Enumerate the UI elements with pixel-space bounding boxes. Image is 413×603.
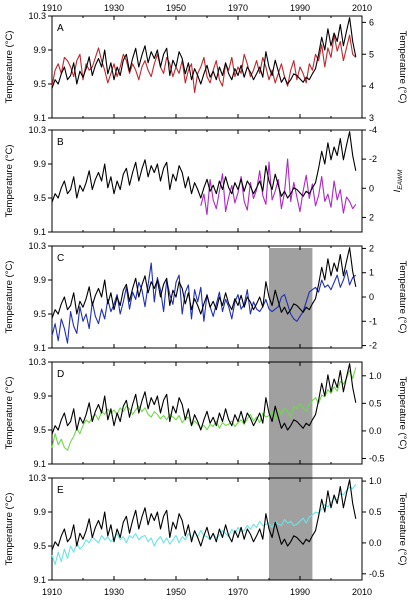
left-tick-label: 9.9 bbox=[33, 391, 46, 401]
x-axis-layer: 1910 1910 1930 1930 1950 1950 1970 1970 1990 1990… bbox=[42, 3, 372, 597]
series-line-temperature bbox=[51, 247, 357, 319]
right-axis-label: Temperature (°C) bbox=[397, 31, 408, 104]
series-line-colored bbox=[51, 34, 357, 94]
right-tick-label: 6 bbox=[369, 17, 374, 27]
right-tick-label: 2 bbox=[369, 212, 374, 222]
panel-letter: E bbox=[57, 485, 64, 496]
shaded-span bbox=[269, 248, 313, 580]
left-tick-label: 9.5 bbox=[33, 193, 46, 203]
right-tick-label: 0.5 bbox=[369, 507, 382, 517]
left-tick-label: 9.9 bbox=[33, 507, 46, 517]
x-tick-label-top: 1990 bbox=[290, 3, 310, 13]
right-tick-label: -0.5 bbox=[369, 569, 385, 579]
panel-b: 10.3 9.9 9.5 9.1 Temperature (°C) -4 -2 0 2 IEAWM… bbox=[4, 125, 404, 237]
x-tick-label-bottom: 1970 bbox=[228, 587, 248, 597]
left-axis-label: Temperature (°C) bbox=[4, 493, 15, 566]
x-tick-label-bottom: 1930 bbox=[104, 587, 124, 597]
shaded-span-layer bbox=[269, 248, 313, 580]
right-tick-label: 4 bbox=[369, 81, 374, 91]
x-tick-label-bottom: 1990 bbox=[290, 587, 310, 597]
x-tick-label-bottom: 2010 bbox=[352, 587, 372, 597]
right-axis-label: Temperature (°C) bbox=[397, 493, 408, 566]
right-axis-label: Temperature (°C) bbox=[397, 261, 408, 334]
left-tick-label: 10.3 bbox=[28, 125, 46, 135]
right-axis-label-main: I bbox=[392, 189, 403, 192]
right-tick-label: 0 bbox=[369, 183, 374, 193]
series-line-colored bbox=[51, 367, 357, 451]
right-tick-label: 1 bbox=[369, 268, 374, 278]
x-tick-label-top: 1970 bbox=[228, 3, 248, 13]
panel-a: 10.3 9.9 9.5 9.1 Temperature (°C) 6 5 4 3 Tempera… bbox=[4, 11, 408, 123]
right-tick-label: -0.5 bbox=[369, 453, 385, 463]
panel-letter: A bbox=[57, 23, 64, 34]
left-tick-label: 9.9 bbox=[33, 159, 46, 169]
left-tick-label: 9.1 bbox=[33, 575, 46, 585]
x-tick-label-bottom: 1910 bbox=[42, 587, 62, 597]
series-line-temperature bbox=[51, 363, 357, 435]
left-axis-label: Temperature (°C) bbox=[4, 145, 15, 218]
left-axis-label: Temperature (°C) bbox=[4, 261, 15, 334]
left-axis-label: Temperature (°C) bbox=[4, 377, 15, 450]
panel-letter: C bbox=[57, 253, 64, 264]
left-axis-label: Temperature (°C) bbox=[4, 31, 15, 104]
left-tick-label: 9.1 bbox=[33, 113, 46, 123]
series-line-temperature bbox=[51, 17, 357, 89]
panels-layer: 10.3 9.9 9.5 9.1 Temperature (°C) 6 5 4 3 Tempera… bbox=[4, 11, 408, 585]
right-tick-label: -4 bbox=[369, 125, 377, 135]
left-tick-label: 9.9 bbox=[33, 45, 46, 55]
series-line-colored bbox=[51, 262, 357, 344]
left-tick-label: 9.1 bbox=[33, 459, 46, 469]
right-axis-label: IEAWM bbox=[392, 169, 404, 192]
right-tick-label: -1 bbox=[369, 316, 377, 326]
right-tick-label: 2 bbox=[369, 243, 374, 253]
right-tick-label: 3 bbox=[369, 113, 374, 123]
panel-letter: D bbox=[57, 369, 64, 380]
left-tick-label: 9.1 bbox=[33, 343, 46, 353]
left-tick-label: 10.3 bbox=[28, 357, 46, 367]
right-tick-label: 1.0 bbox=[369, 371, 382, 381]
left-tick-label: 9.5 bbox=[33, 79, 46, 89]
series-line-colored bbox=[200, 158, 357, 216]
right-tick-label: 0.5 bbox=[369, 398, 382, 408]
left-tick-label: 9.1 bbox=[33, 227, 46, 237]
right-tick-label: 0.0 bbox=[369, 426, 382, 436]
right-tick-label: -2 bbox=[369, 154, 377, 164]
series-line-temperature bbox=[51, 479, 357, 551]
panel-d: 10.3 9.9 9.5 9.1 Temperature (°C) 1.0 0.5 0.0 -0… bbox=[4, 357, 408, 469]
panel-letter: B bbox=[57, 137, 64, 148]
x-tick-label-top: 2010 bbox=[352, 3, 372, 13]
left-tick-label: 9.9 bbox=[33, 275, 46, 285]
x-tick-label-bottom: 1950 bbox=[166, 587, 186, 597]
right-tick-label: 1.0 bbox=[369, 476, 382, 486]
series-line-temperature bbox=[51, 131, 357, 203]
right-tick-label: 0.0 bbox=[369, 538, 382, 548]
left-tick-label: 9.5 bbox=[33, 309, 46, 319]
left-tick-label: 9.5 bbox=[33, 541, 46, 551]
right-axis-label: Temperature (°C) bbox=[397, 377, 408, 450]
panel-e: 10.3 9.9 9.5 9.1 Temperature (°C) 1.0 0.5 0.0 -0… bbox=[4, 473, 408, 585]
right-tick-label: -2 bbox=[369, 341, 377, 351]
right-tick-label: 0 bbox=[369, 292, 374, 302]
left-tick-label: 10.3 bbox=[28, 241, 46, 251]
right-tick-label: 5 bbox=[369, 49, 374, 59]
left-tick-label: 9.5 bbox=[33, 425, 46, 435]
left-tick-label: 10.3 bbox=[28, 11, 46, 21]
x-tick-label-top: 1950 bbox=[166, 3, 186, 13]
x-tick-label-top: 1930 bbox=[104, 3, 124, 13]
right-axis-label-subscript: EAWM bbox=[397, 169, 404, 190]
x-tick-label-top: 1910 bbox=[42, 3, 62, 13]
left-tick-label: 10.3 bbox=[28, 473, 46, 483]
panel-c: 10.3 9.9 9.5 9.1 Temperature (°C) 2 1 0 -1 -2 Temp… bbox=[4, 241, 408, 353]
